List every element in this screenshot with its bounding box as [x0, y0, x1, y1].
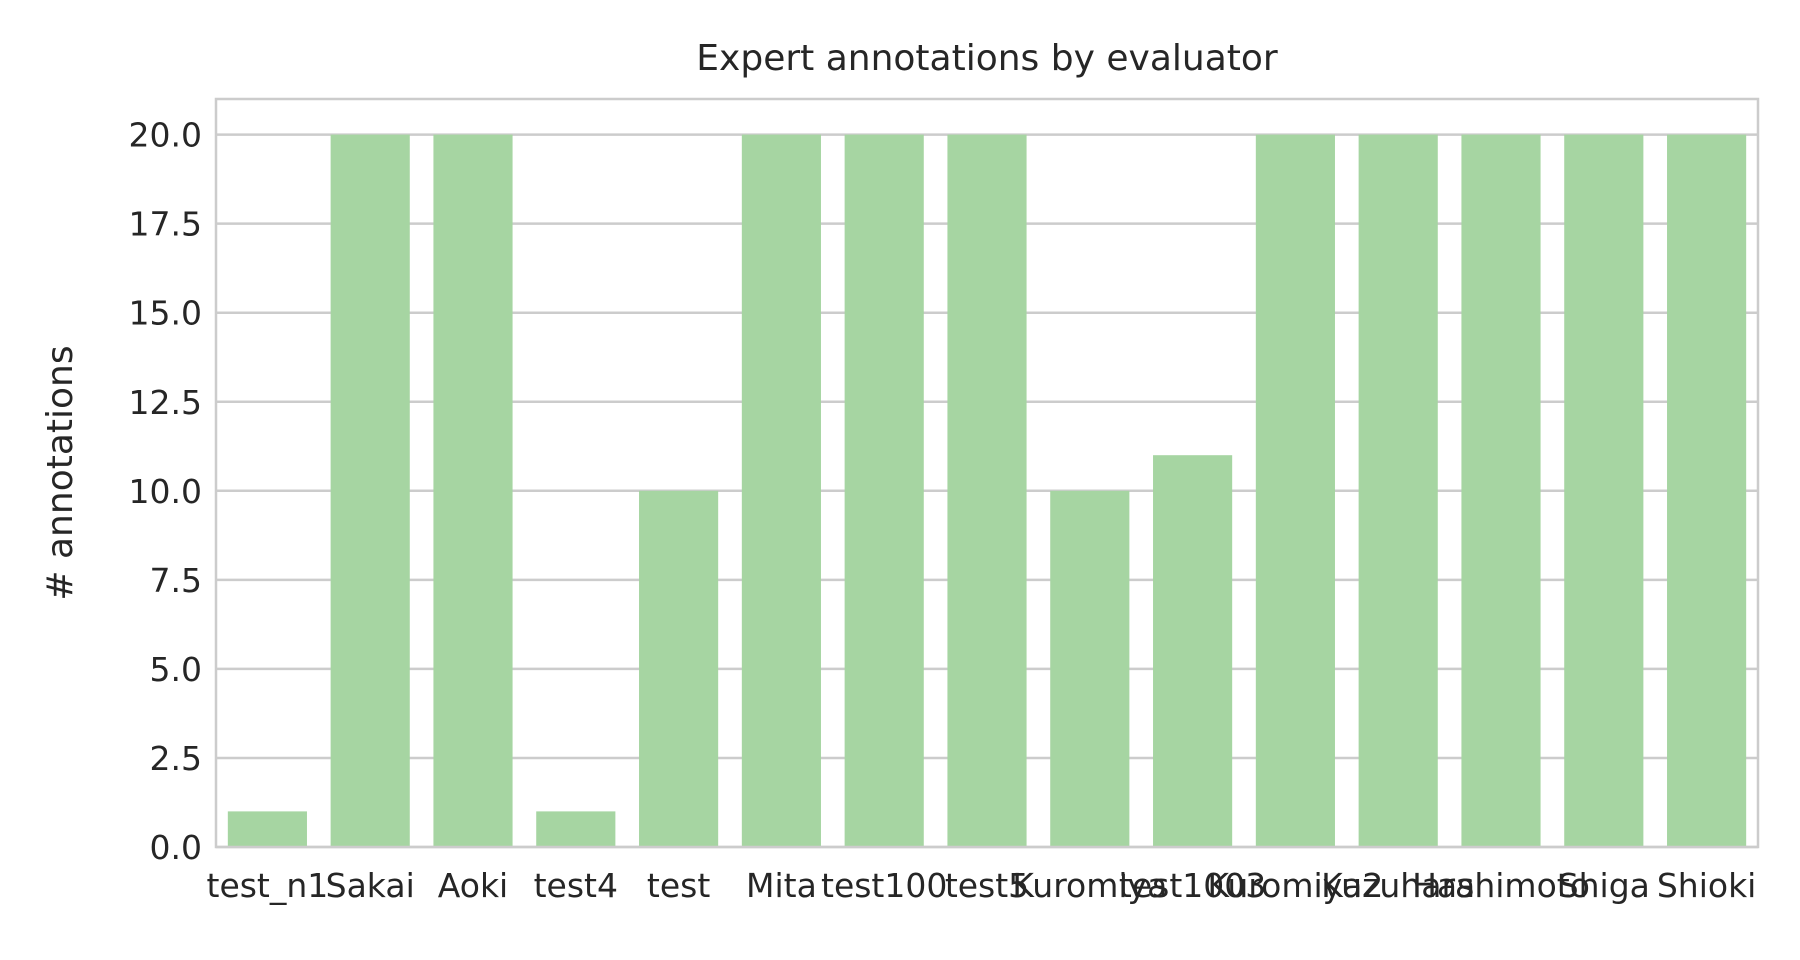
bar-shiga — [1564, 134, 1644, 848]
chart-title: Expert annotations by evaluator — [696, 38, 1278, 79]
plot-frame — [214, 97, 1760, 849]
y-tick-label: 15.0 — [129, 294, 202, 333]
y-axis-label: # annotations — [40, 345, 81, 600]
bar-test5 — [947, 134, 1027, 848]
bar-kuzuhara — [1358, 134, 1438, 848]
x-tick-label: Sakai — [326, 866, 415, 905]
bar-test — [639, 490, 719, 847]
bar-mita — [741, 134, 821, 848]
y-tick-label: 12.5 — [129, 383, 202, 422]
bar-hashimoto — [1461, 134, 1541, 848]
y-tick-label: 2.5 — [150, 739, 202, 778]
bar-kuromiya — [1050, 490, 1130, 847]
y-tick-label: 17.5 — [129, 205, 202, 244]
bar-aoki — [433, 134, 513, 848]
x-tick-label: Kuromiya — [1012, 866, 1167, 905]
bar-test-n1 — [227, 811, 307, 847]
x-tick-label: Kuromiya2 — [1207, 866, 1383, 905]
bar-test1003 — [1153, 455, 1233, 847]
x-tick-label: Mita — [746, 866, 817, 905]
y-tick-label: 10.0 — [129, 472, 202, 511]
y-tick-labels: 0.0 2.5 5.0 7.5 10.0 12.5 15.0 17.5 20.0 — [129, 116, 202, 867]
x-tick-label: test — [647, 866, 710, 905]
y-tick-label: 7.5 — [150, 561, 202, 600]
bar-shioki — [1667, 134, 1747, 848]
x-tick-label: Aoki — [438, 866, 508, 905]
bars-layer — [227, 134, 1747, 848]
x-tick-label: test5 — [945, 866, 1029, 905]
y-tick-label: 20.0 — [129, 116, 202, 155]
bar-test4 — [536, 811, 616, 847]
y-tick-label: 0.0 — [150, 828, 202, 867]
x-tick-label: Hashimoto — [1412, 866, 1590, 905]
bar-kuromiya2 — [1255, 134, 1335, 848]
x-tick-label: test4 — [534, 866, 618, 905]
x-tick-label: Kuzuhara — [1321, 866, 1475, 905]
bar-test100 — [844, 134, 924, 848]
x-tick-label: Shioki — [1657, 866, 1757, 905]
bar-sakai — [330, 134, 410, 848]
x-tick-label: test1003 — [1119, 866, 1266, 905]
x-tick-label: Shiga — [1558, 866, 1650, 905]
x-tick-label: test_n1 — [207, 866, 329, 905]
y-tick-label: 5.0 — [150, 650, 202, 689]
x-tick-label: test100 — [821, 866, 947, 905]
